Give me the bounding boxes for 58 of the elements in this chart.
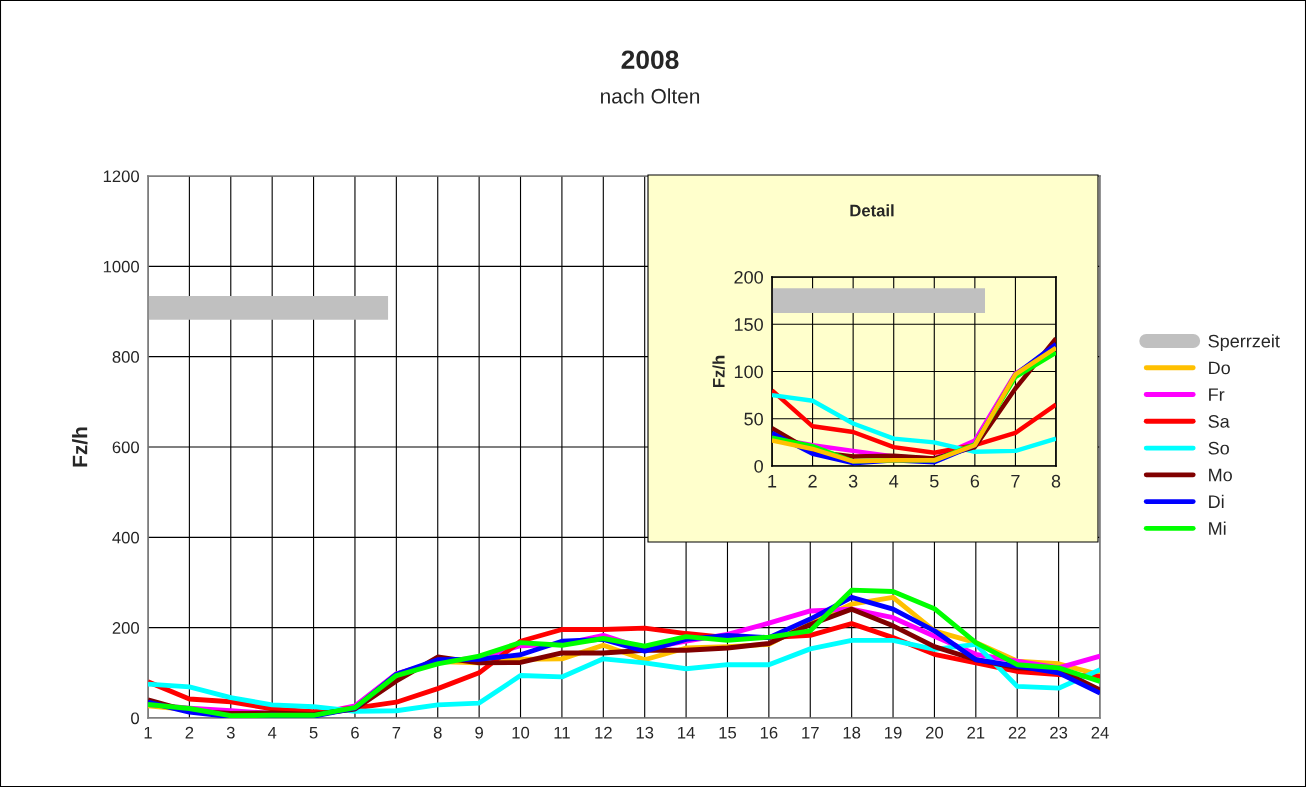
chart-title: Detail xyxy=(850,204,894,217)
x-tick-label: 8 xyxy=(433,726,442,739)
x-tick-label: 6 xyxy=(970,474,980,488)
x-tick-label: 2 xyxy=(808,474,817,488)
x-tick-label: 7 xyxy=(392,726,401,739)
legend-label: Fr xyxy=(1209,388,1225,401)
x-tick-label: 3 xyxy=(848,474,858,488)
y-tick-label: 150 xyxy=(734,318,763,331)
x-tick-label: 20 xyxy=(926,726,944,739)
x-tick-label: 11 xyxy=(554,726,570,739)
x-tick-label: 22 xyxy=(1008,726,1026,739)
x-tick-label: 3 xyxy=(226,726,235,739)
x-tick-label: 5 xyxy=(929,475,939,488)
legend-label: Mo xyxy=(1209,468,1232,482)
y-tick-label: 200 xyxy=(112,622,140,634)
y-tick-label: 1200 xyxy=(103,170,140,183)
y-axis-title: Fz/h xyxy=(712,355,725,388)
y-tick-label: 1000 xyxy=(103,260,140,273)
y-tick-label: 0 xyxy=(131,712,140,725)
x-tick-label: 5 xyxy=(309,726,318,739)
y-tick-label: 800 xyxy=(112,351,140,363)
y-tick-label: 600 xyxy=(112,441,140,454)
x-tick-label: 23 xyxy=(1050,726,1068,739)
x-tick-label: 24 xyxy=(1091,726,1109,739)
x-tick-label: 4 xyxy=(267,726,277,739)
y-tick-label: 50 xyxy=(744,412,763,426)
y-tick-label: 100 xyxy=(734,365,763,379)
y-tick-label: 200 xyxy=(734,270,763,284)
x-tick-label: 2 xyxy=(185,726,194,739)
x-tick-label: 12 xyxy=(595,726,612,739)
x-tick-label: 16 xyxy=(760,726,778,739)
x-tick-label: 10 xyxy=(512,726,530,739)
x-tick-label: 18 xyxy=(843,726,861,739)
x-tick-label: 9 xyxy=(475,726,483,739)
y-tick-label: 400 xyxy=(112,531,140,544)
legend-label: Sperrzeit xyxy=(1208,334,1280,352)
chart-title: 2008 xyxy=(621,50,679,70)
legend-label: Sa xyxy=(1208,415,1230,428)
x-tick-label: 7 xyxy=(1011,475,1020,488)
x-tick-label: 19 xyxy=(885,726,902,739)
x-tick-label: 8 xyxy=(1051,474,1061,488)
chart-subtitle: nach Olten xyxy=(601,88,700,104)
legend-label: Mi xyxy=(1209,521,1226,535)
legend-label: Do xyxy=(1209,361,1230,375)
x-tick-label: 6 xyxy=(351,726,359,739)
x-tick-label: 17 xyxy=(802,726,819,739)
legend-label: Di xyxy=(1209,494,1224,508)
line-series xyxy=(148,637,1100,714)
y-tick-label: 0 xyxy=(754,459,763,473)
legend-label: So xyxy=(1208,441,1229,455)
x-tick-label: 1 xyxy=(768,475,777,488)
x-tick-label: 13 xyxy=(636,726,654,739)
x-tick-label: 14 xyxy=(678,726,695,739)
x-tick-label: 15 xyxy=(719,726,737,739)
x-tick-label: 4 xyxy=(889,475,899,488)
y-axis-title: Fz/h xyxy=(72,427,88,467)
x-tick-label: 1 xyxy=(144,726,152,739)
x-tick-label: 21 xyxy=(967,726,985,739)
